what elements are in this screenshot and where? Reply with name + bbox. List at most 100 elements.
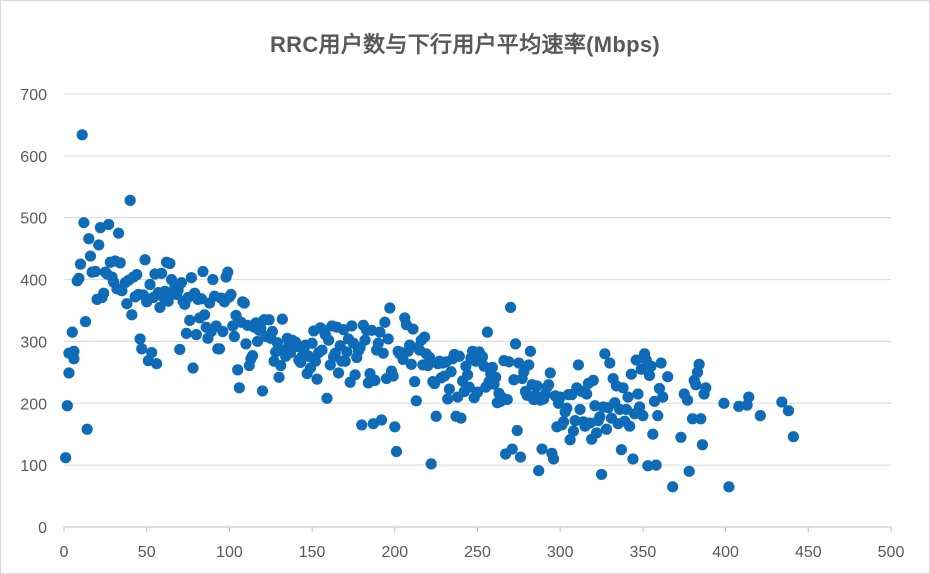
data-point (68, 353, 80, 365)
data-point (504, 301, 517, 314)
data-point (112, 227, 125, 239)
data-point (271, 337, 283, 349)
data-point (407, 323, 419, 335)
data-point (405, 358, 417, 370)
data-point (442, 393, 454, 405)
data-point (93, 239, 105, 251)
data-point (251, 335, 264, 348)
data-point (543, 379, 555, 391)
data-point (648, 395, 661, 408)
data-point (275, 359, 287, 372)
data-point (98, 287, 110, 299)
data-point (481, 326, 494, 338)
data-point (604, 357, 616, 369)
data-point (60, 452, 72, 464)
data-point (471, 386, 484, 398)
data-point (569, 415, 581, 427)
data-point (453, 350, 465, 362)
data-points (60, 129, 800, 493)
data-point (81, 423, 93, 435)
data-point (574, 403, 586, 416)
data-point (617, 382, 629, 394)
data-point (531, 380, 543, 392)
data-point (455, 412, 467, 424)
data-point (572, 359, 584, 371)
data-point (164, 257, 176, 270)
data-point (567, 425, 580, 437)
data-point (321, 392, 333, 404)
data-point (594, 411, 606, 423)
data-point (397, 353, 409, 365)
data-point (695, 413, 707, 425)
data-point (372, 337, 384, 349)
y-tick-label: 300 (20, 334, 47, 351)
data-point (693, 358, 705, 370)
data-point (66, 326, 78, 338)
data-point (425, 458, 437, 470)
data-point (306, 337, 318, 349)
x-tick-label: 300 (547, 544, 574, 561)
data-point (332, 367, 345, 379)
data-point (743, 391, 755, 403)
y-tick-label: 0 (38, 520, 47, 537)
data-point (121, 298, 133, 310)
data-point (718, 397, 730, 409)
data-point (410, 395, 422, 407)
data-point (511, 424, 523, 437)
data-point (238, 297, 250, 309)
data-point (675, 431, 687, 443)
data-point (690, 379, 702, 391)
data-point (653, 382, 666, 395)
data-point (463, 381, 475, 393)
data-point (256, 385, 269, 397)
data-point (369, 374, 381, 386)
data-point (627, 453, 639, 465)
data-point (486, 361, 498, 374)
data-point (73, 272, 85, 284)
data-point (645, 360, 657, 372)
x-tick-label: 400 (712, 544, 739, 561)
data-point (276, 313, 288, 325)
data-point (232, 364, 244, 376)
data-point (635, 363, 647, 375)
data-point (430, 410, 442, 422)
data-point (501, 393, 513, 406)
data-point (686, 413, 699, 425)
data-point (240, 338, 252, 350)
data-point (139, 254, 151, 266)
data-point (547, 453, 560, 465)
data-point (533, 465, 545, 477)
data-point (776, 396, 788, 408)
data-point (225, 288, 237, 301)
x-tick-label: 500 (878, 544, 905, 561)
data-point (490, 371, 502, 383)
data-point (190, 329, 202, 341)
data-point (356, 419, 368, 431)
data-point (134, 333, 146, 345)
data-point (180, 327, 192, 339)
data-point (683, 465, 695, 477)
data-point (255, 322, 267, 335)
data-point (509, 338, 522, 350)
data-point (144, 278, 156, 291)
data-point (346, 320, 358, 332)
data-point (114, 257, 126, 269)
data-point (263, 314, 275, 326)
data-point (228, 330, 240, 343)
data-point (630, 354, 642, 366)
data-point (754, 410, 766, 422)
data-point (379, 316, 391, 328)
data-point (643, 369, 656, 382)
y-tick-label: 400 (20, 273, 47, 290)
data-point (198, 309, 211, 321)
x-tick-label: 200 (381, 544, 408, 561)
x-tick-label: 450 (795, 544, 822, 561)
data-point (74, 258, 87, 270)
data-point (633, 401, 646, 413)
data-point (622, 391, 634, 403)
data-point (207, 273, 219, 286)
data-point (316, 344, 328, 356)
x-tick-label: 250 (464, 544, 491, 561)
data-point (589, 400, 601, 412)
data-point (273, 371, 285, 383)
